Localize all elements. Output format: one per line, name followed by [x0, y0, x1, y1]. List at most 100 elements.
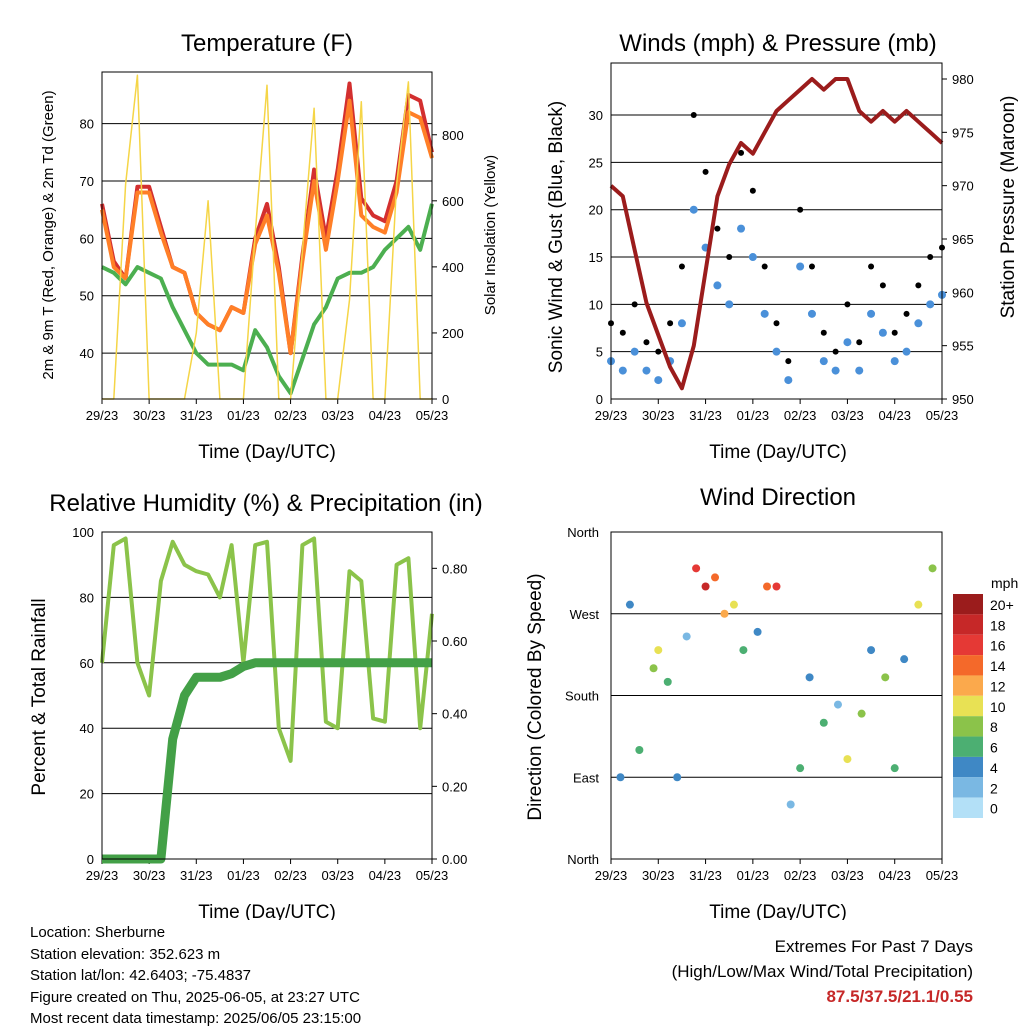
colorbar-swatch	[953, 797, 983, 818]
wind-point	[689, 205, 698, 214]
humidity-x-label: Time (Day/UTC)	[198, 902, 336, 920]
humidity-title: Relative Humidity (%) & Precipitation (i…	[49, 490, 482, 517]
wind-direction-point	[663, 677, 672, 686]
x-tick-label: 29/23	[595, 868, 628, 883]
y-tick-label: 80	[80, 590, 94, 605]
y2-tick-label: 955	[952, 339, 974, 354]
wind-point	[714, 225, 721, 232]
wind-point	[655, 348, 662, 355]
wind-point	[726, 254, 733, 261]
temperature-x-label: Time (Day/UTC)	[198, 442, 336, 463]
y-tick-label: East	[573, 770, 599, 785]
x-tick-label: 02/23	[274, 408, 307, 423]
wind-direction-point	[673, 773, 682, 782]
y2-tick-label: 960	[952, 285, 974, 300]
wind-point	[855, 366, 864, 375]
wind-direction-point	[890, 764, 899, 773]
wind-point	[914, 319, 923, 328]
y2-tick-label: 400	[442, 260, 464, 275]
wind-direction-point	[881, 673, 890, 682]
y-tick-label: 25	[589, 155, 603, 170]
wind-point	[891, 329, 898, 336]
winds-y-label: Sonic Wind & Gust (Blue, Black)	[546, 101, 567, 373]
x-tick-label: 01/23	[227, 408, 260, 423]
wind-direction-point	[928, 564, 937, 573]
x-tick-label: 03/23	[831, 868, 864, 883]
y2-tick-label: 965	[952, 232, 974, 247]
wind-direction-point	[819, 718, 828, 727]
temperature-panel: Temperature (F) 2m & 9m T (Red, Orange) …	[40, 30, 499, 463]
colorbar-swatch	[953, 736, 983, 757]
y-tick-label: North	[567, 852, 599, 867]
wind-point	[926, 300, 935, 309]
wind-point	[784, 376, 793, 385]
wind-direction-point	[692, 564, 701, 573]
wind-point	[927, 254, 934, 261]
latlon-text: Station lat/lon: 42.6403; -75.4837	[30, 967, 252, 984]
wind-point	[690, 112, 697, 119]
x-tick-label: 30/23	[642, 408, 675, 423]
x-tick-label: 02/23	[274, 868, 307, 883]
wind-point	[878, 328, 887, 337]
y-tick-label: 0	[596, 392, 603, 407]
series-line	[100, 536, 434, 763]
series-line	[100, 98, 434, 356]
y2-tick-label: 970	[952, 179, 974, 194]
wind-point	[737, 224, 746, 233]
plot-frame	[610, 531, 943, 860]
wind-point	[642, 366, 651, 375]
y2-tick-label: 980	[952, 72, 974, 87]
series-line	[102, 658, 432, 864]
colorbar-swatch	[953, 634, 983, 656]
y2-tick-label: 975	[952, 125, 974, 140]
colorbar-label: 4	[990, 760, 998, 776]
colorbar-label: 12	[990, 678, 1006, 694]
x-tick-label: 04/23	[369, 868, 402, 883]
colorbar-swatch	[953, 756, 983, 778]
x-tick-label: 30/23	[642, 868, 675, 883]
colorbar-label: 18	[990, 617, 1006, 633]
wind-direction-point	[625, 600, 634, 609]
y-tick-label: 70	[80, 174, 94, 189]
chart-figure: Temperature (F) 2m & 9m T (Red, Orange) …	[29, 30, 1019, 920]
wind-direction-point	[753, 627, 762, 636]
series-line	[101, 203, 434, 396]
x-tick-label: 05/23	[926, 868, 959, 883]
wind-point	[868, 263, 875, 270]
x-tick-label: 31/23	[689, 408, 722, 423]
wind-point	[819, 357, 828, 366]
humidity-y-label: Percent & Total Rainfall	[29, 598, 50, 795]
wind-point	[915, 282, 922, 289]
y2-tick-label: 600	[442, 194, 464, 209]
wind-point	[702, 168, 709, 175]
wind-point	[902, 347, 911, 356]
x-tick-label: 03/23	[321, 408, 354, 423]
wind-point	[678, 263, 685, 270]
colorbar-swatch	[953, 777, 983, 798]
extremes-values: 87.5/37.5/21.1/0.55	[826, 987, 973, 1006]
y2-tick-label: 0.40	[442, 707, 467, 722]
colorbar-label: 2	[990, 780, 998, 796]
y-tick-label: 60	[80, 656, 94, 671]
x-tick-label: 04/23	[878, 408, 911, 423]
x-tick-label: 01/23	[737, 868, 770, 883]
wind-direction-point	[729, 600, 738, 609]
x-tick-label: 05/23	[926, 408, 959, 423]
wind-point	[643, 339, 650, 346]
colorbar-swatch	[953, 594, 983, 615]
latest-text: Most recent data timestamp: 2025/06/05 2…	[30, 1010, 362, 1027]
x-tick-label: 02/23	[784, 868, 817, 883]
wind-direction-y-label: Direction (Colored By Speed)	[525, 573, 546, 820]
wind-point	[760, 309, 769, 318]
wind-point	[772, 347, 781, 356]
series-line	[609, 77, 944, 391]
wind-point	[667, 320, 674, 327]
wind-direction-point	[711, 573, 720, 582]
wind-point	[630, 347, 639, 356]
colorbar-label: 0	[990, 801, 998, 817]
wind-direction-point	[833, 700, 842, 709]
wind-direction-point	[649, 664, 658, 673]
y2-tick-label: 0.00	[442, 852, 467, 867]
y-tick-label: 100	[72, 525, 94, 540]
x-tick-label: 05/23	[416, 408, 449, 423]
